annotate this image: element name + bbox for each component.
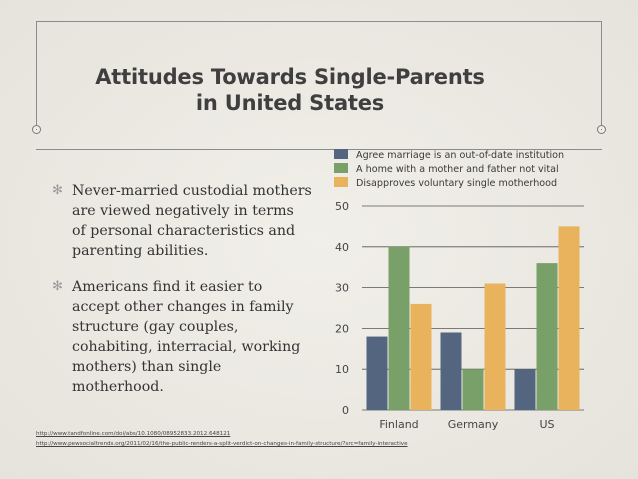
- bullet-item: ✻ Never-married custodial mothers are vi…: [52, 181, 312, 261]
- legend-item: A home with a mother and father not vita…: [334, 163, 564, 177]
- bar: [536, 263, 558, 410]
- legend-item: Disapproves voluntary single motherhood: [334, 177, 564, 191]
- x-tick-label: US: [539, 418, 554, 431]
- title-line-2: in United States: [195, 91, 385, 115]
- frame-left-line: [36, 21, 37, 125]
- bullet-item: ✻ Americans find it easier to accept oth…: [52, 277, 312, 397]
- bar: [514, 369, 536, 410]
- bullet-mark-icon: ✻: [52, 183, 63, 198]
- y-tick-label: 10: [335, 363, 349, 376]
- x-tick-label: Finland: [379, 418, 418, 431]
- source-link[interactable]: http://www.tandfonline.com/doi/abs/10.10…: [36, 431, 231, 437]
- y-tick-label: 40: [335, 241, 349, 254]
- bar: [410, 303, 432, 410]
- chart-legend: Agree marriage is an out-of-date institu…: [334, 149, 564, 191]
- x-tick-label: Germany: [448, 418, 499, 431]
- legend-label: A home with a mother and father not vita…: [356, 164, 559, 175]
- frame-bottom-line: [36, 149, 602, 150]
- frame-left-dot: [32, 125, 41, 134]
- y-tick-label: 0: [342, 404, 349, 417]
- frame-right-dot: [597, 125, 606, 134]
- frame-right-line: [601, 21, 602, 125]
- bullet-text: Americans find it easier to accept other…: [72, 279, 301, 395]
- bar: [440, 332, 462, 410]
- y-tick-label: 50: [335, 200, 349, 213]
- slide-title: Attitudes Towards Single-Parents in Unit…: [60, 64, 520, 116]
- legend-swatch: [334, 177, 348, 187]
- title-line-1: Attitudes Towards Single-Parents: [95, 65, 485, 89]
- bar: [558, 226, 580, 410]
- bar: [388, 246, 410, 410]
- y-tick-label: 20: [335, 322, 349, 335]
- bullet-list: ✻ Never-married custodial mothers are vi…: [52, 181, 312, 413]
- y-tick-label: 30: [335, 282, 349, 295]
- legend-swatch: [334, 163, 348, 173]
- bullet-mark-icon: ✻: [52, 279, 63, 294]
- bar: [462, 369, 484, 410]
- bar: [484, 283, 506, 410]
- legend-label: Disapproves voluntary single motherhood: [356, 178, 558, 189]
- frame-top-line: [36, 21, 602, 22]
- bullet-text: Never-married custodial mothers are view…: [72, 183, 312, 259]
- legend-item: Agree marriage is an out-of-date institu…: [334, 149, 564, 163]
- legend-swatch: [334, 149, 348, 159]
- source-links: http://www.tandfonline.com/doi/abs/10.10…: [36, 429, 408, 449]
- legend-label: Agree marriage is an out-of-date institu…: [356, 150, 565, 161]
- source-link[interactable]: http://www.pewsocialtrends.org/2011/02/1…: [36, 441, 408, 447]
- bar: [366, 336, 388, 410]
